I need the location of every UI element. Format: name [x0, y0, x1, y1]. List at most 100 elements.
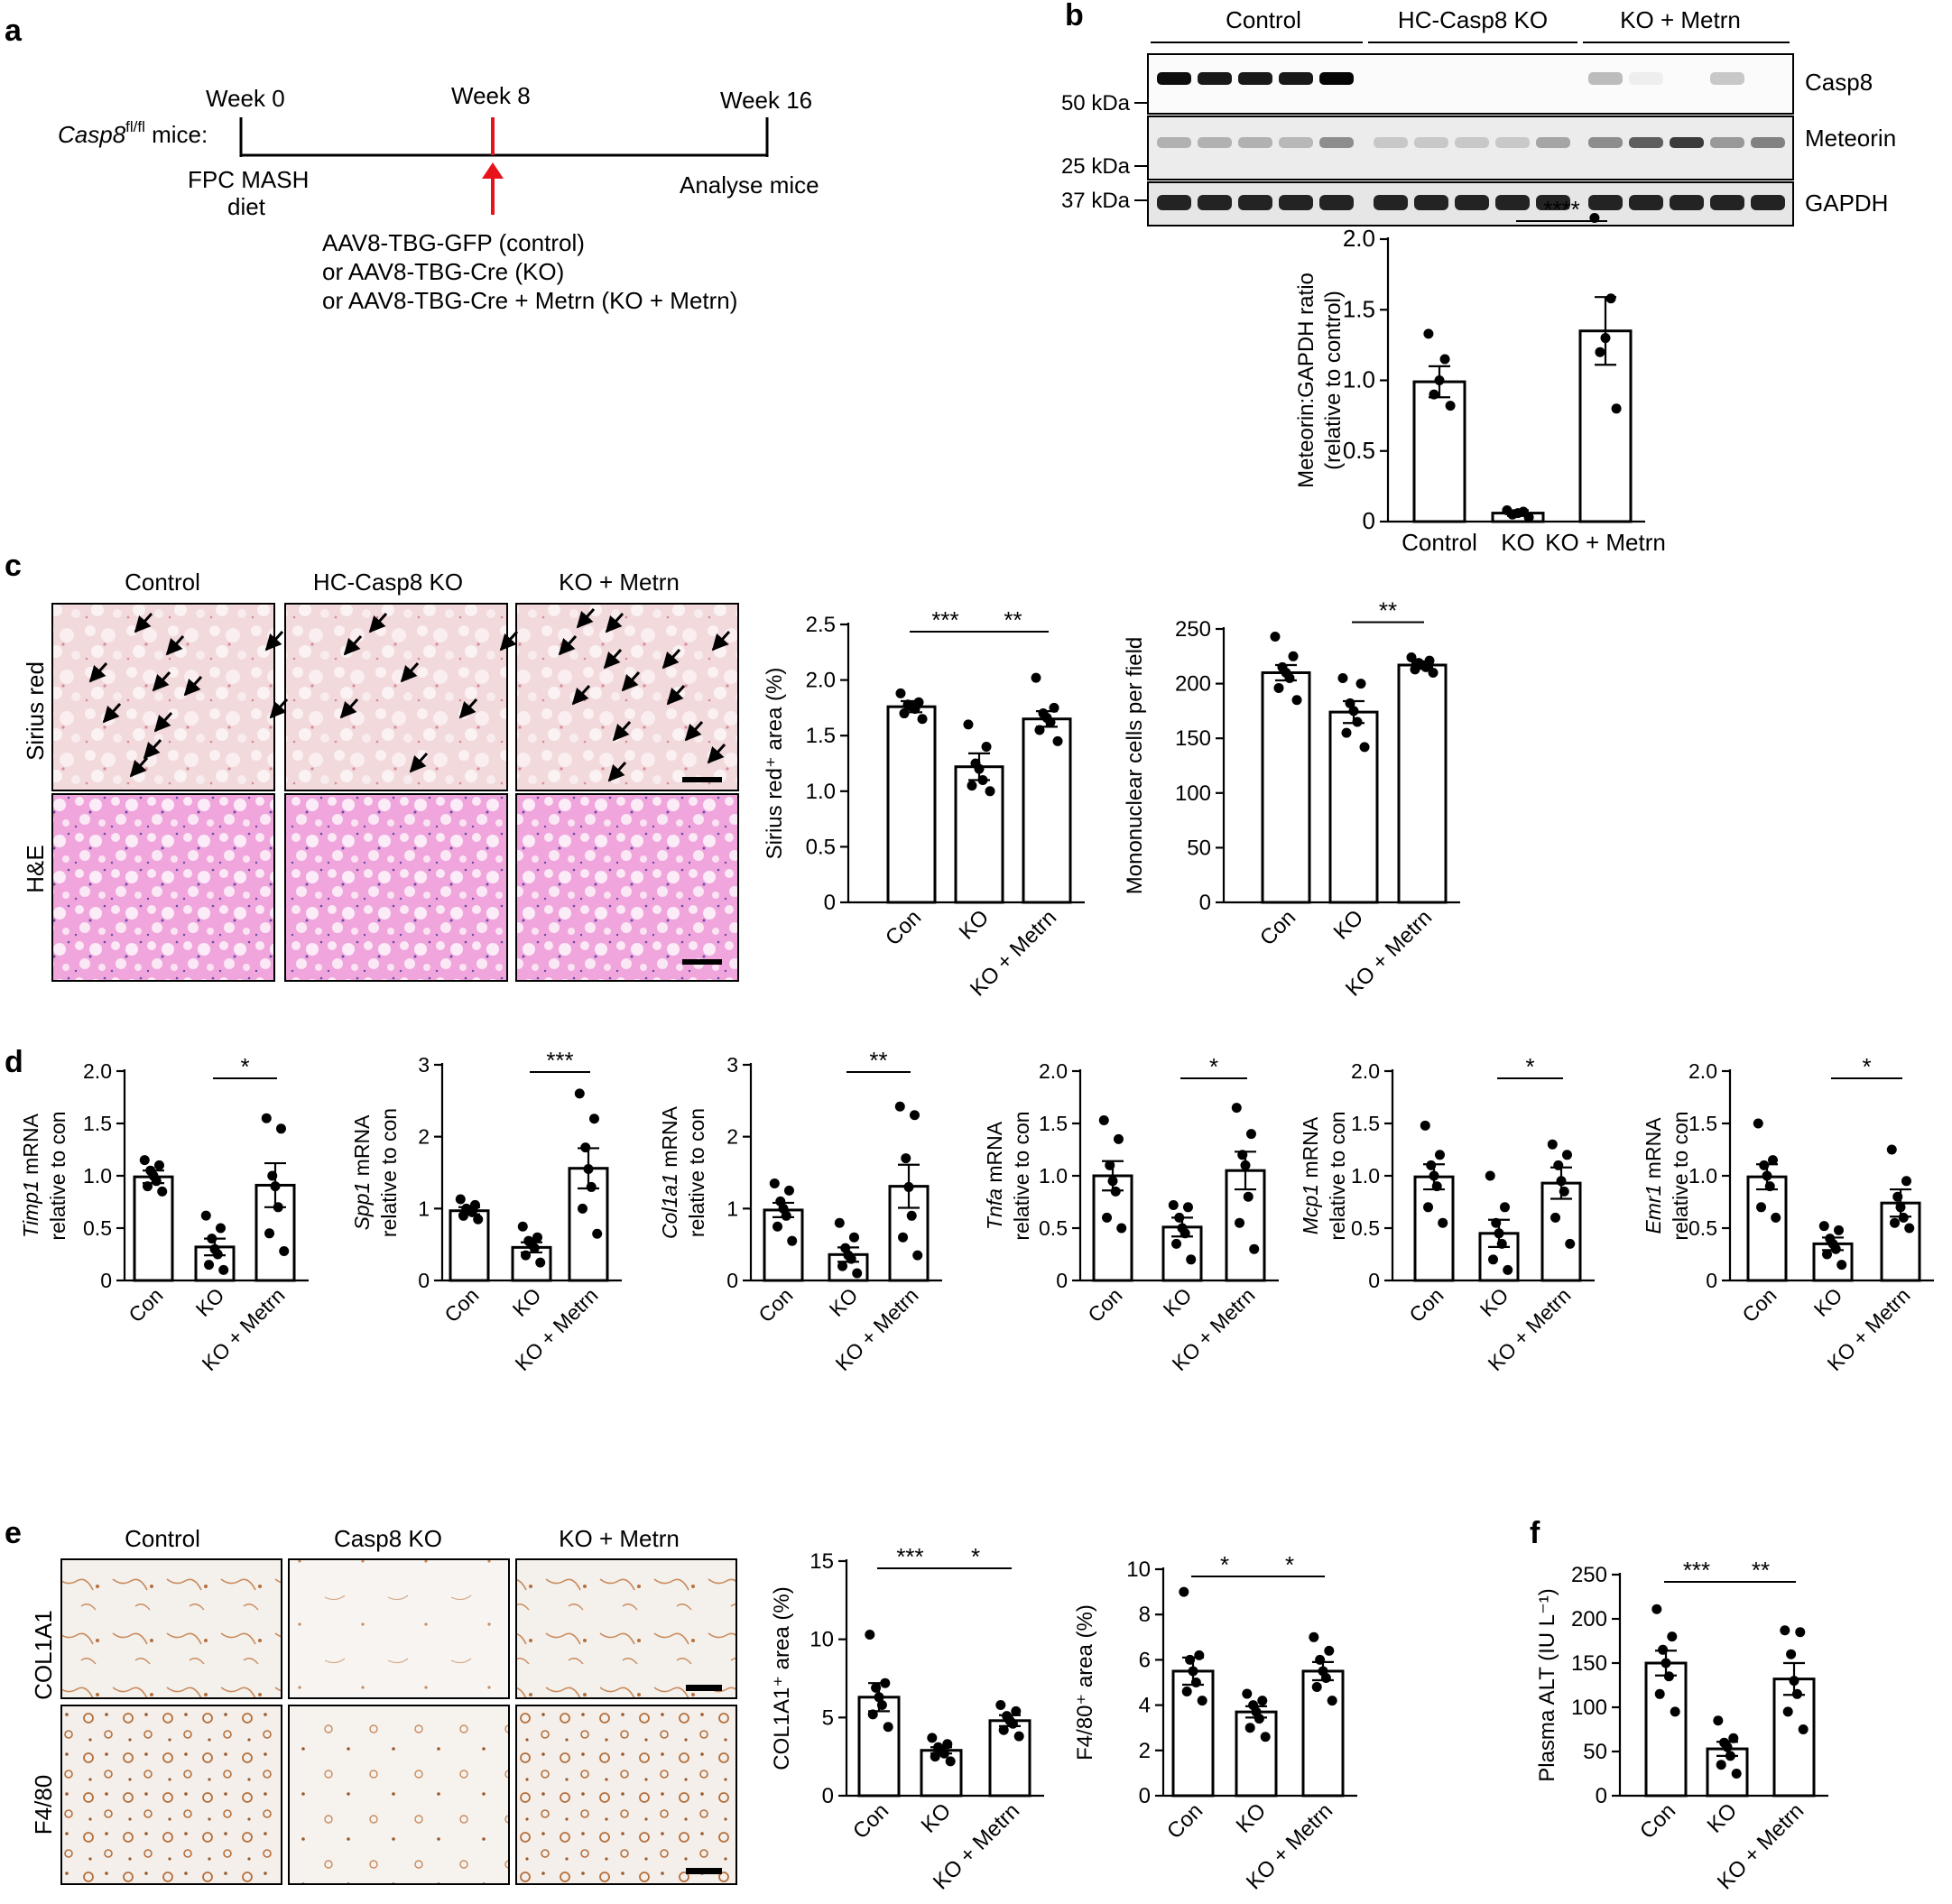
x-tick-label: KO [917, 1798, 957, 1838]
data-point [1429, 389, 1439, 400]
bar-e1-1 [920, 1749, 963, 1798]
data-point [592, 1228, 603, 1239]
data-point [153, 1160, 164, 1170]
data-point [927, 1733, 938, 1743]
y-tick-label: 2.0 [83, 1059, 112, 1083]
data-point [1424, 655, 1435, 666]
data-point [852, 1268, 863, 1279]
data-point [1886, 1144, 1897, 1155]
aav-line-3: or AAV8-TBG-Cre + Metrn (KO + Metrn) [322, 287, 737, 314]
data-point [1235, 1217, 1245, 1228]
meteorin-band [1536, 137, 1570, 148]
data-point [1291, 695, 1302, 706]
significance-label: *** [1683, 1557, 1710, 1584]
data-point [909, 1110, 920, 1121]
data-point [1502, 504, 1513, 515]
data-point [1311, 1682, 1322, 1693]
sirius-image-control [51, 603, 275, 791]
data-point [261, 1113, 272, 1123]
blot-row-meteorin: Meteorin [1805, 125, 1896, 152]
data-point [1420, 1120, 1430, 1131]
y-axis-label: Timp1 mRNA [19, 1113, 42, 1237]
data-point [1257, 1696, 1268, 1706]
data-point [1780, 1625, 1790, 1636]
data-point [933, 1742, 944, 1752]
sirius-arrow-icon [165, 634, 185, 656]
gapdh-band [1157, 195, 1191, 210]
significance-label: *** [896, 1543, 923, 1570]
e-col-ko: Casp8 KO [334, 1525, 442, 1552]
y-tick-label: 2 [726, 1125, 738, 1149]
data-point [1759, 1160, 1770, 1170]
data-point [1719, 1737, 1730, 1748]
data-point [1559, 1186, 1569, 1197]
blot-bands [1157, 72, 1785, 210]
data-point [1670, 1706, 1680, 1717]
casp8-band [1198, 72, 1232, 85]
data-point [775, 1196, 786, 1206]
data-point [1181, 1687, 1192, 1697]
sirius-arrow-icon [368, 612, 388, 633]
gapdh-band [1279, 195, 1313, 210]
data-point [1661, 1658, 1671, 1668]
data-point [912, 1250, 923, 1261]
data-point [1174, 1212, 1185, 1223]
meteorin-band [1455, 137, 1489, 148]
data-point [898, 1232, 909, 1243]
x-tick-label: Con [1404, 1283, 1448, 1326]
mw-37kda: 37 kDa [1061, 189, 1131, 213]
x-tick-label: KO [1476, 1283, 1513, 1321]
x-tick-label: Con [881, 905, 926, 950]
y-axis-label: (relative to control) [1321, 291, 1346, 470]
data-point [1429, 1170, 1439, 1181]
y-tick-label: 0.5 [1351, 1216, 1380, 1240]
y-tick-label: 2 [418, 1125, 430, 1149]
data-point [1556, 1176, 1567, 1187]
data-point [1547, 1139, 1558, 1150]
data-point [1496, 1238, 1507, 1249]
sirius-arrow-icon [269, 698, 289, 719]
y-tick-label: 0 [1363, 507, 1375, 534]
significance-label: ** [1379, 596, 1397, 624]
data-point [1767, 1155, 1778, 1166]
y-tick-label: 0.5 [1688, 1216, 1717, 1240]
data-point [1890, 1217, 1901, 1228]
sirius-arrow-icon [88, 661, 108, 683]
bar-e2-1 [1235, 1710, 1278, 1798]
data-point [521, 1250, 532, 1261]
bar-d6-0 [1746, 1175, 1788, 1282]
sirius-arrow-icon [612, 720, 632, 742]
sirius-image-ko [284, 603, 508, 791]
gapdh-band [1414, 195, 1448, 210]
y-tick-label: 2.0 [806, 669, 836, 693]
data-point [1833, 1225, 1844, 1235]
data-point [1428, 667, 1439, 678]
data-point [1406, 652, 1417, 663]
y-tick-label: 1.0 [806, 780, 836, 804]
c-row-sirius: Sirius red [22, 661, 49, 761]
sirius-arrows [88, 607, 731, 782]
meteorin-band [1588, 137, 1623, 148]
gapdh-band [1319, 195, 1354, 210]
significance-label: * [971, 1543, 980, 1570]
chart-d6: 0 0.5 1.0 1.5 2.0 Emr1 mRNA relative to con Con… [1642, 1053, 1934, 1375]
sirius-arrow-icon [621, 670, 641, 692]
y-tick-label: 15 [809, 1549, 834, 1574]
data-point [963, 719, 974, 730]
data-point [1518, 506, 1529, 517]
gapdh-band [1751, 195, 1785, 210]
data-point [1818, 1221, 1829, 1232]
data-point [970, 758, 981, 769]
meteorin-band [1157, 137, 1191, 148]
gapdh-band [1238, 195, 1272, 210]
data-point [1359, 742, 1370, 753]
data-point [1324, 1645, 1335, 1656]
data-point [1244, 1723, 1255, 1733]
sirius-arrow-icon [558, 634, 578, 656]
data-point [1499, 1202, 1510, 1213]
data-point [580, 1142, 591, 1153]
data-point [1240, 1160, 1251, 1170]
